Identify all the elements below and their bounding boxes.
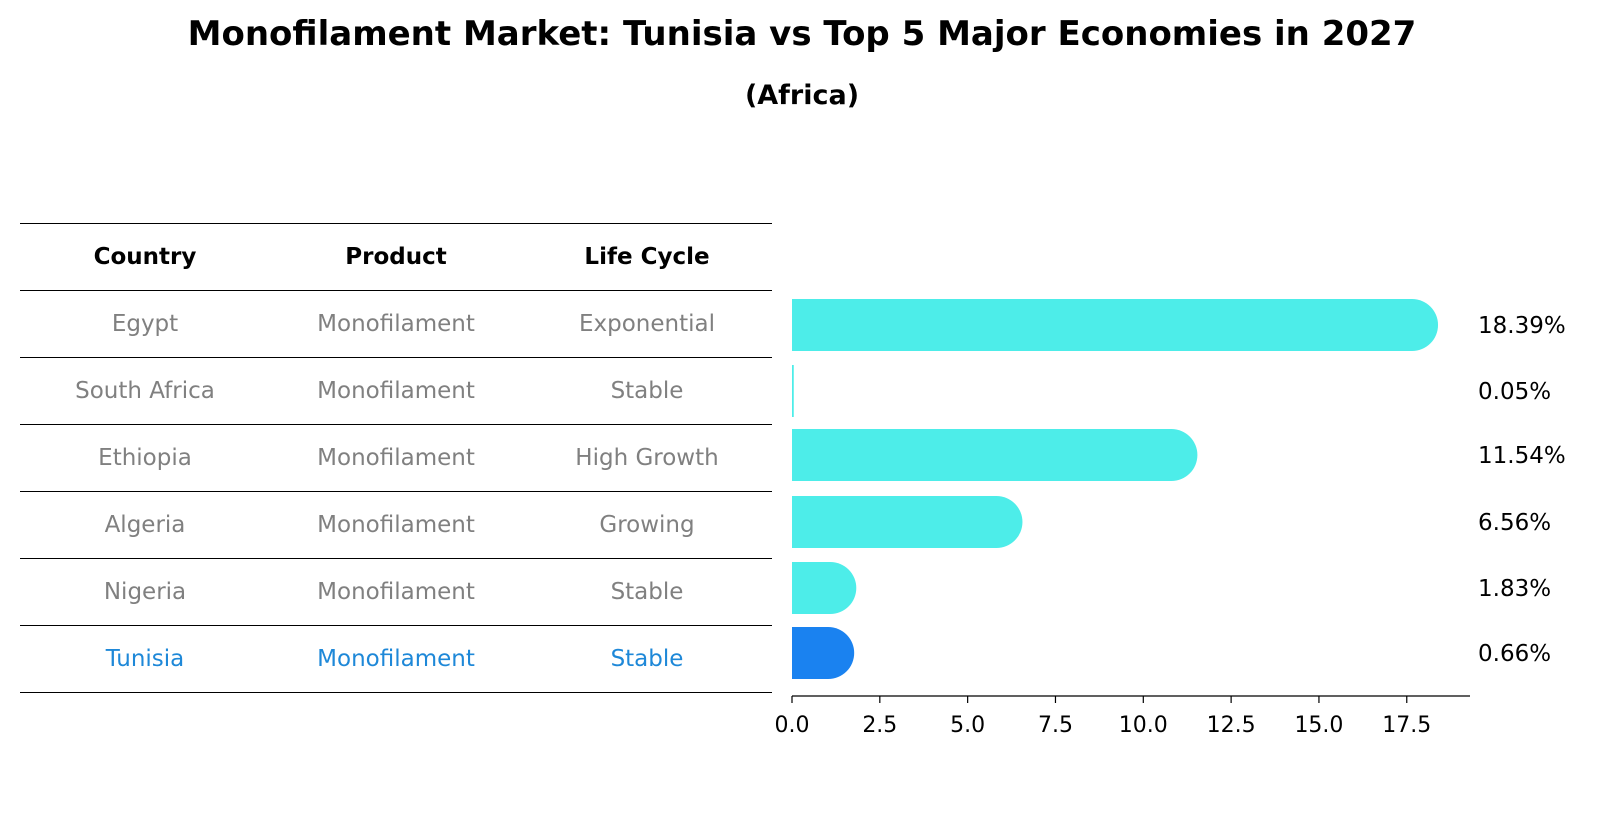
x-tick-label: 2.5 (862, 713, 897, 738)
x-tick-label: 7.5 (1038, 713, 1073, 738)
cell-product: Monofilament (317, 378, 475, 404)
cell-product: Monofilament (317, 579, 475, 605)
table-header-row: Country Product Life Cycle (20, 223, 772, 290)
data-table: Country Product Life Cycle Egypt Monofil… (20, 223, 772, 693)
header-product: Product (345, 244, 447, 270)
bars-group (792, 299, 1439, 679)
table-row: South Africa Monofilament Stable (20, 357, 772, 424)
cell-product: Monofilament (317, 646, 475, 672)
x-tick-label: 5.0 (950, 713, 985, 738)
chart-subtitle: (Africa) (744, 80, 860, 111)
x-tick-label: 15.0 (1294, 713, 1343, 738)
x-tick-label: 12.5 (1207, 713, 1256, 738)
value-label: 0.66% (1478, 641, 1551, 667)
bar-algeria (792, 496, 1023, 548)
header-country: Country (93, 244, 197, 270)
value-label: 6.56% (1478, 510, 1551, 536)
cell-product: Monofilament (317, 445, 475, 471)
chart-title: Monofilament Market: Tunisia vs Top 5 Ma… (187, 14, 1417, 54)
cell-life-cycle: Stable (610, 378, 684, 404)
cell-country: Ethiopia (98, 445, 192, 471)
bar-tunisia (792, 627, 855, 679)
cell-life-cycle: Growing (599, 512, 695, 538)
cell-product: Monofilament (317, 512, 475, 538)
x-tick-label: 0.0 (775, 713, 810, 738)
table-row-highlight: Tunisia Monofilament Stable (20, 625, 772, 693)
x-ticks-group: 0.0 2.5 5.0 7.5 10.0 12.5 15.0 17.5 (775, 696, 1431, 738)
cell-country: Nigeria (103, 579, 187, 605)
value-label: 11.54% (1478, 443, 1566, 469)
bar-south-africa (792, 365, 794, 417)
table-row: Egypt Monofilament Exponential (20, 290, 772, 357)
bar-ethiopia (792, 429, 1198, 481)
cell-life-cycle: Stable (610, 579, 684, 605)
cell-country: Tunisia (105, 646, 185, 672)
cell-life-cycle: Stable (610, 646, 684, 672)
value-label: 18.39% (1478, 313, 1566, 339)
table-row: Algeria Monofilament Growing (20, 491, 772, 558)
bar-nigeria (792, 562, 857, 614)
cell-life-cycle: Exponential (578, 311, 715, 337)
cell-country: South Africa (75, 378, 215, 404)
table-row: Nigeria Monofilament Stable (20, 558, 772, 625)
table-row: Ethiopia Monofilament High Growth (20, 424, 772, 491)
cell-product: Monofilament (317, 311, 475, 337)
value-label: 1.83% (1478, 576, 1551, 602)
bar-egypt (792, 299, 1439, 351)
header-life-cycle: Life Cycle (584, 244, 710, 270)
value-labels-group: 18.39% 0.05% 11.54% 6.56% 1.83% 0.66% (1478, 313, 1566, 667)
value-label: 0.05% (1478, 379, 1551, 405)
cell-country: Algeria (104, 512, 186, 538)
cell-country: Egypt (111, 311, 179, 337)
cell-life-cycle: High Growth (575, 445, 719, 471)
x-tick-label: 10.0 (1119, 713, 1168, 738)
x-tick-label: 17.5 (1382, 713, 1431, 738)
